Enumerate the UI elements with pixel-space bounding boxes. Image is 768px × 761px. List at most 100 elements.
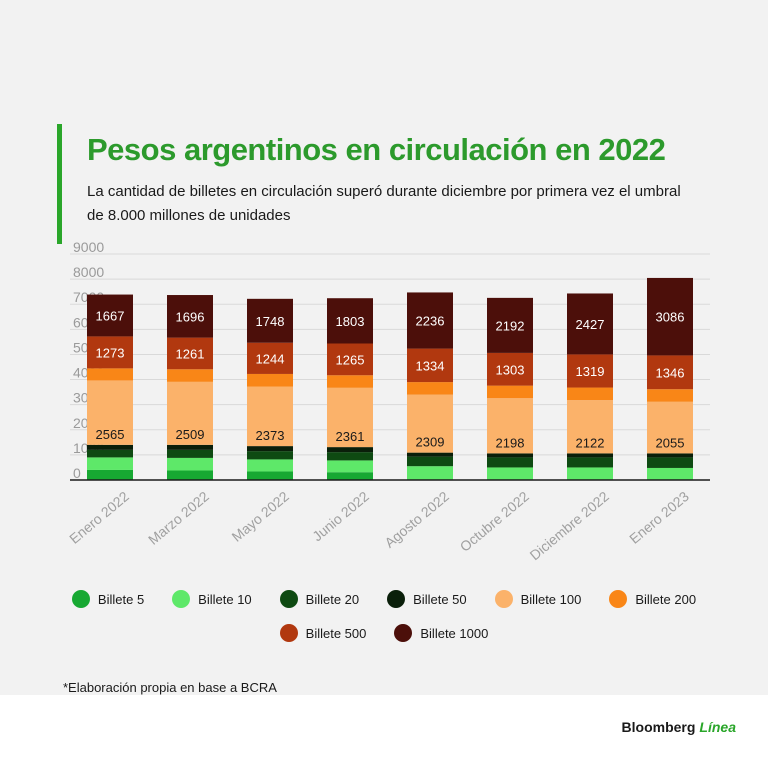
bar-segment — [87, 469, 133, 480]
bar-segment — [567, 467, 613, 480]
data-label: 2373 — [256, 428, 285, 443]
legend-label: Billete 5 — [97, 591, 145, 607]
bar-segment — [327, 343, 373, 376]
data-label: 2192 — [496, 318, 525, 333]
title-accent-bar — [57, 124, 62, 244]
legend-item: Billete 50 — [387, 590, 467, 608]
legend-swatch — [279, 590, 298, 608]
bar-segment — [87, 380, 133, 445]
data-label: 1696 — [176, 309, 205, 324]
bar-segment — [167, 381, 213, 445]
bar-segment — [327, 452, 373, 461]
legend-item: Billete 20 — [279, 590, 359, 608]
bar-segment — [487, 467, 533, 480]
bar-segment — [247, 386, 293, 447]
bar-segment — [487, 457, 533, 468]
bar-segment — [567, 457, 613, 468]
bar-segment — [87, 457, 133, 470]
legend-label: Billete 10 — [198, 591, 252, 607]
data-label: 2122 — [576, 435, 605, 450]
bar-segment — [647, 453, 693, 458]
bar-segment — [567, 293, 613, 355]
bar-segment — [407, 394, 453, 453]
data-label: 1273 — [96, 345, 125, 360]
data-label: 1346 — [656, 365, 685, 380]
legend-item: Billete 100 — [494, 590, 581, 608]
legend-label: Billete 500 — [305, 625, 367, 641]
bar-segment — [567, 453, 613, 458]
legend-label: Billete 1000 — [420, 625, 489, 641]
bar-segment — [247, 471, 293, 480]
legend-item: Billete 200 — [609, 590, 696, 608]
stacked-bar-chart: 0100020003000400050006000700080009000256… — [66, 240, 710, 563]
bar-segment — [487, 352, 533, 386]
legend-item: Billete 500 — [279, 624, 367, 642]
bar-segment — [87, 336, 133, 369]
legend-swatch — [279, 624, 298, 642]
bar-segment — [247, 446, 293, 452]
bar-segment — [647, 467, 693, 480]
bar-segment — [247, 373, 293, 387]
legend-item: Billete 5 — [71, 590, 145, 608]
bar-segment — [167, 369, 213, 382]
x-tick-label: Octubre 2022 — [457, 488, 532, 555]
data-label: 2236 — [416, 314, 445, 329]
bar-segment — [87, 368, 133, 381]
bar-segment — [327, 387, 373, 448]
data-label: 2565 — [96, 427, 125, 442]
bar-segment — [647, 355, 693, 390]
legend-swatch — [172, 590, 191, 608]
legend-item: Billete 1000 — [394, 624, 488, 642]
legend-row: Billete 500 Billete 1000 — [0, 624, 768, 642]
legend-swatch — [494, 590, 513, 608]
legend-row: Billete 5 Billete 10 Billete 20 Billete 50 B… — [0, 590, 768, 608]
x-tick-label: Diciembre 2022 — [527, 488, 613, 563]
bar-segment — [407, 456, 453, 467]
legend-label: Billete 200 — [635, 591, 697, 607]
legend-swatch — [394, 624, 413, 642]
bar-segment — [247, 459, 293, 472]
bar-segment — [167, 449, 213, 458]
brand-accent: Línea — [699, 719, 736, 735]
x-tick-label: Enero 2022 — [66, 488, 132, 547]
bar-segment — [487, 398, 533, 454]
legend-swatch — [609, 590, 628, 608]
data-label: 1334 — [416, 358, 445, 373]
bar-segment — [327, 447, 373, 453]
bar-segment — [247, 342, 293, 374]
bar-segment — [167, 457, 213, 471]
footer-bar: Bloomberg Línea — [0, 695, 768, 761]
chart-subtitle: La cantidad de billetes en circulación s… — [87, 183, 681, 224]
legend-swatch — [387, 590, 406, 608]
data-label: 2198 — [496, 435, 525, 450]
bar-segment — [647, 401, 693, 454]
bar-segment — [487, 297, 533, 353]
bar-segment — [247, 298, 293, 343]
bar-segment — [167, 295, 213, 338]
data-label: 2309 — [416, 435, 445, 450]
bar-segment — [247, 451, 293, 460]
bar-segment — [407, 292, 453, 349]
bar-segment — [407, 382, 453, 395]
legend-swatch — [71, 590, 90, 608]
source-footnote: *Elaboración propia en base a BCRA — [63, 680, 277, 695]
legend-label: Billete 50 — [413, 591, 467, 607]
bar-segment — [567, 354, 613, 388]
bar-segment — [647, 277, 693, 356]
data-label: 1244 — [256, 351, 285, 366]
x-tick-label: Marzo 2022 — [145, 488, 212, 548]
bar-segment — [407, 452, 453, 457]
brand-name: Bloomberg — [621, 719, 696, 735]
bar-segment — [167, 470, 213, 480]
y-tick-label: 9000 — [73, 240, 104, 255]
data-label: 1748 — [256, 314, 285, 329]
data-label: 2509 — [176, 427, 205, 442]
brand-logo: Bloomberg Línea — [622, 719, 736, 735]
bar-segment — [87, 449, 133, 458]
bar-segment — [167, 444, 213, 450]
data-label: 1261 — [176, 346, 205, 361]
bar-segment — [407, 348, 453, 383]
chart-legend: Billete 5 Billete 10 Billete 20 Billete 50 B… — [0, 590, 768, 658]
bar-segment — [87, 294, 133, 337]
bar-segment — [327, 460, 373, 473]
